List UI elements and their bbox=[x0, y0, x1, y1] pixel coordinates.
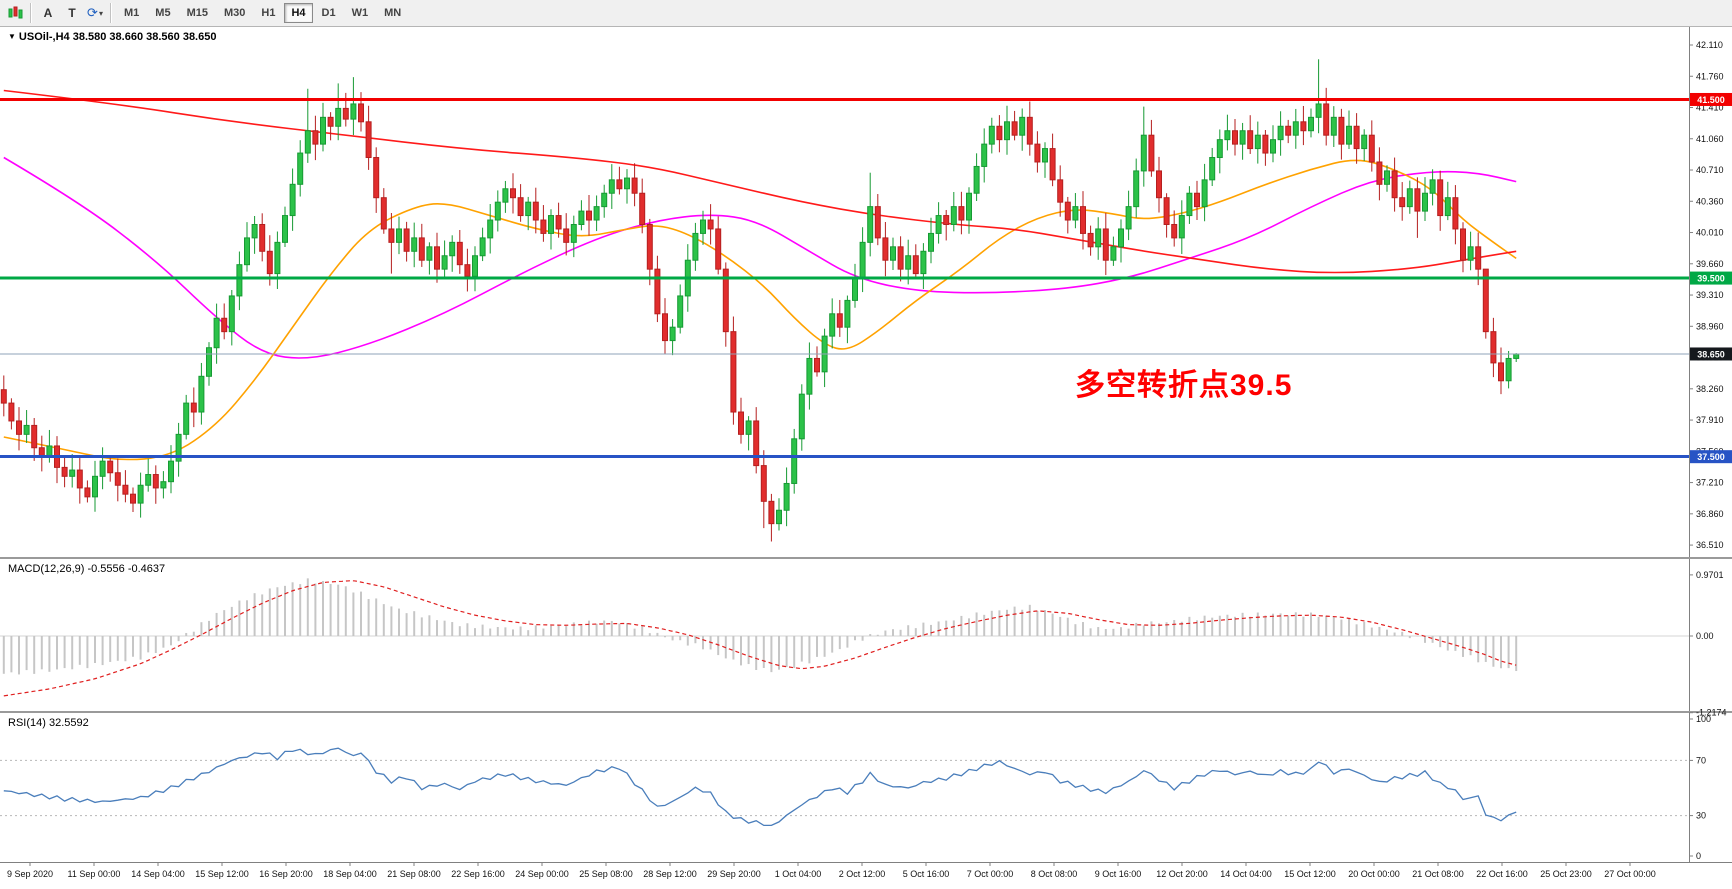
ma-magenta-line bbox=[3, 156, 1517, 359]
svg-text:21 Sep 08:00: 21 Sep 08:00 bbox=[387, 869, 441, 879]
timeframe-button-m1[interactable]: M1 bbox=[117, 3, 146, 23]
svg-text:41.410: 41.410 bbox=[1696, 103, 1724, 113]
time-axis[interactable]: 9 Sep 2020 11 Sep 00:00 14 Sep 04:00 15 Sep… bbox=[0, 862, 1732, 879]
text-label-tool-button[interactable]: T bbox=[60, 3, 84, 23]
svg-text:2 Oct 12:00: 2 Oct 12:00 bbox=[839, 869, 886, 879]
dropdown-caret-icon: ▾ bbox=[98, 8, 103, 18]
svg-text:100: 100 bbox=[1696, 714, 1711, 724]
svg-text:28 Sep 12:00: 28 Sep 12:00 bbox=[643, 869, 697, 879]
svg-text:36.510: 36.510 bbox=[1696, 540, 1724, 550]
svg-text:25 Oct 23:00: 25 Oct 23:00 bbox=[1540, 869, 1592, 879]
svg-text:42.110: 42.110 bbox=[1696, 40, 1723, 50]
candlestick-chart-icon[interactable] bbox=[4, 3, 26, 23]
svg-text:15 Sep 12:00: 15 Sep 12:00 bbox=[195, 869, 249, 879]
chart-annotation-text[interactable]: 多空转折点39.5 bbox=[1075, 369, 1293, 402]
svg-text:25 Sep 08:00: 25 Sep 08:00 bbox=[579, 869, 633, 879]
timeframe-button-h4[interactable]: H4 bbox=[284, 3, 313, 23]
svg-text:22 Oct 16:00: 22 Oct 16:00 bbox=[1476, 869, 1528, 879]
toolbar: A T ⟳ ▾ M1 M5 M15 M30 H1 H4 D1 W1 MN bbox=[0, 0, 1732, 27]
toolbar-separator bbox=[30, 3, 32, 23]
toolbar-separator bbox=[110, 3, 112, 23]
horizontal-level-lines[interactable] bbox=[0, 97, 1689, 459]
price-badge-41.500 bbox=[1690, 92, 1732, 106]
timeframe-button-m5[interactable]: M5 bbox=[148, 3, 177, 23]
svg-text:0.9701: 0.9701 bbox=[1696, 570, 1724, 580]
svg-text:38.960: 38.960 bbox=[1696, 321, 1724, 331]
moving-averages bbox=[3, 89, 1517, 461]
ma-red-line bbox=[3, 89, 1517, 274]
ma-orange-line bbox=[3, 159, 1517, 461]
svg-text:40.010: 40.010 bbox=[1696, 228, 1724, 238]
svg-text:-1.2174: -1.2174 bbox=[1696, 708, 1727, 718]
text-a-tool-button[interactable]: A bbox=[36, 3, 60, 23]
svg-text:39.500: 39.500 bbox=[1697, 274, 1725, 284]
symbol-ohlc-label: ▼ USOil-,H4 38.580 38.660 38.560 38.650 bbox=[8, 31, 216, 43]
price-badge-37.500 bbox=[1690, 450, 1732, 464]
candlestick-chart-glyph bbox=[8, 6, 23, 19]
timeframe-button-h1[interactable]: H1 bbox=[254, 3, 282, 23]
svg-text:40.710: 40.710 bbox=[1696, 165, 1724, 175]
price-axis[interactable]: 42.110 41.760 41.410 41.060 40.710 40.360 40.0… bbox=[1689, 27, 1732, 862]
svg-text:40.360: 40.360 bbox=[1696, 196, 1724, 206]
svg-text:21 Oct 08:00: 21 Oct 08:00 bbox=[1412, 869, 1464, 879]
svg-text:38.650: 38.650 bbox=[1697, 349, 1725, 359]
rsi-line bbox=[3, 747, 1517, 827]
svg-text:70: 70 bbox=[1696, 755, 1706, 765]
svg-text:24 Sep 00:00: 24 Sep 00:00 bbox=[515, 869, 569, 879]
svg-text:14 Sep 04:00: 14 Sep 04:00 bbox=[131, 869, 185, 879]
svg-text:30: 30 bbox=[1696, 811, 1706, 821]
collapse-triangle-icon[interactable]: ▼ bbox=[8, 32, 16, 41]
svg-text:12 Oct 20:00: 12 Oct 20:00 bbox=[1156, 869, 1208, 879]
svg-text:20 Oct 00:00: 20 Oct 00:00 bbox=[1348, 869, 1400, 879]
svg-text:9 Oct 16:00: 9 Oct 16:00 bbox=[1095, 869, 1142, 879]
macd-panel: 0.9701 0.00 -1.2174 bbox=[0, 570, 1727, 718]
svg-text:41.760: 41.760 bbox=[1696, 71, 1724, 81]
svg-text:18 Sep 04:00: 18 Sep 04:00 bbox=[323, 869, 377, 879]
svg-text:38.260: 38.260 bbox=[1696, 384, 1724, 394]
timeframe-button-m30[interactable]: M30 bbox=[217, 3, 252, 23]
svg-text:22 Sep 16:00: 22 Sep 16:00 bbox=[451, 869, 505, 879]
svg-text:14 Oct 04:00: 14 Oct 04:00 bbox=[1220, 869, 1272, 879]
rsi-indicator-label: RSI(14) 32.5592 bbox=[8, 717, 89, 729]
timeframe-button-d1[interactable]: D1 bbox=[315, 3, 343, 23]
svg-text:41.500: 41.500 bbox=[1697, 95, 1725, 105]
svg-text:15 Oct 12:00: 15 Oct 12:00 bbox=[1284, 869, 1336, 879]
svg-text:37.210: 37.210 bbox=[1696, 478, 1724, 488]
svg-text:16 Sep 20:00: 16 Sep 20:00 bbox=[259, 869, 313, 879]
price-badge-39.500 bbox=[1690, 271, 1732, 285]
svg-text:41.060: 41.060 bbox=[1696, 134, 1724, 144]
svg-text:36.860: 36.860 bbox=[1696, 509, 1724, 519]
svg-text:7 Oct 00:00: 7 Oct 00:00 bbox=[967, 869, 1014, 879]
svg-text:27 Oct 00:00: 27 Oct 00:00 bbox=[1604, 869, 1656, 879]
svg-text:11 Sep 00:00: 11 Sep 00:00 bbox=[68, 869, 121, 879]
svg-text:39.310: 39.310 bbox=[1696, 290, 1724, 300]
timeframe-toolbar: M1 M5 M15 M30 H1 H4 D1 W1 MN bbox=[116, 3, 409, 23]
svg-text:39.660: 39.660 bbox=[1696, 259, 1724, 269]
cycle-arrows-icon[interactable]: ⟳ ▾ bbox=[87, 5, 103, 20]
timeframe-button-mn[interactable]: MN bbox=[377, 3, 408, 23]
svg-text:0: 0 bbox=[1696, 851, 1701, 861]
svg-text:37.500: 37.500 bbox=[1697, 452, 1725, 462]
svg-text:0.00: 0.00 bbox=[1696, 631, 1714, 641]
price-badge-38.650 bbox=[1690, 347, 1732, 361]
svg-text:29 Sep 20:00: 29 Sep 20:00 bbox=[707, 869, 761, 879]
svg-text:37.910: 37.910 bbox=[1696, 415, 1724, 425]
macd-indicator-label: MACD(12,26,9) -0.5556 -0.4637 bbox=[8, 563, 166, 575]
timeframe-button-m15[interactable]: M15 bbox=[180, 3, 215, 23]
symbol-name: USOil-,H4 bbox=[18, 31, 70, 43]
timeframe-button-w1[interactable]: W1 bbox=[345, 3, 376, 23]
svg-text:8 Oct 08:00: 8 Oct 08:00 bbox=[1031, 869, 1078, 879]
ohlc-values: 38.580 38.660 38.560 38.650 bbox=[72, 31, 217, 43]
svg-text:1 Oct 04:00: 1 Oct 04:00 bbox=[775, 869, 822, 879]
svg-text:5 Oct 16:00: 5 Oct 16:00 bbox=[903, 869, 950, 879]
rsi-panel: 100 70 30 0 bbox=[0, 714, 1711, 861]
svg-text:9 Sep 2020: 9 Sep 2020 bbox=[7, 869, 53, 879]
